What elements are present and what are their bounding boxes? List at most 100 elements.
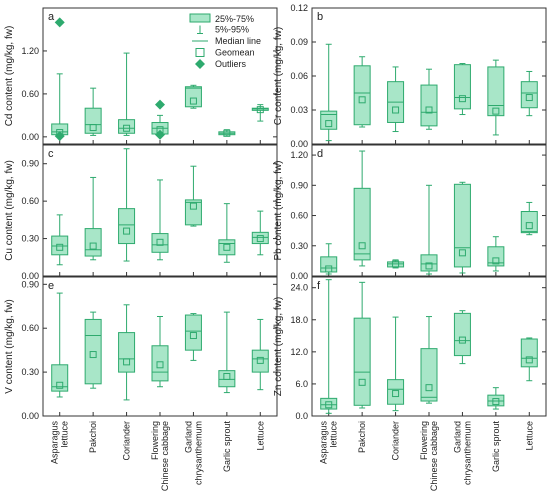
box-2 [353,150,371,267]
iqr-box [118,119,136,134]
geomean-marker [223,129,231,137]
iqr-box [453,64,471,110]
iqr-box [453,183,471,268]
y-tick-label: 1.20 [290,150,308,160]
geomean-marker [189,202,197,210]
panel-c: c 0.00 0.30 0.60 0.90 Cu content (mg/kg, fw) [4,144,278,281]
y-tick-label: 6.0 [295,379,308,389]
geomean-marker [492,398,500,406]
legend-swatch-box [189,13,211,23]
iqr-box [51,364,69,392]
geomean-marker [458,95,466,103]
iqr-box [520,211,538,234]
category-label: Pakchoi [88,421,98,453]
iqr-box [251,349,269,373]
box-2 [84,311,102,389]
y-axis-label: Zn content (mg/kg, fw) [273,297,284,396]
iqr-box [420,348,438,402]
outlier-marker [155,99,165,110]
box-5 [453,310,471,365]
iqr-box [184,86,202,108]
category-label-line: Garland [452,421,462,453]
geomean-marker [458,249,466,257]
geomean-marker [325,120,333,128]
category-label-line: Flowering [419,421,429,460]
outlier-marker [155,129,165,140]
y-tick-label: 0.90 [290,180,308,190]
box-4 [151,179,169,261]
y-tick-label: 0.12 [290,3,308,13]
box-5 [184,313,202,361]
box-1 [51,292,69,398]
iqr-box [520,338,538,368]
box-5 [453,181,471,274]
geomean-marker [325,265,333,273]
geomean-marker [492,257,500,265]
box-2 [84,87,102,136]
geomean-marker [325,401,333,409]
y-tick-label: 0.06 [290,71,308,81]
y-axis-label: Pb content (mg/kg, fw) [273,160,284,260]
iqr-box [420,84,438,127]
y-tick-label: 0.09 [290,37,308,47]
geomean-marker [525,222,533,230]
iqr-box [487,246,505,267]
box-6 [218,311,236,394]
geomean-marker [223,243,231,251]
geomean-marker [256,106,264,114]
iqr-box [453,312,471,357]
y-tick-label: 0.60 [290,211,308,221]
panel-letter: c [48,148,54,160]
category-label-line: Flowering [150,421,160,460]
category-label-line: Garland [183,421,193,453]
iqr-box [84,228,102,257]
y-tick-label: 0.90 [21,159,39,169]
y-tick-label: 1.20 [21,46,39,56]
y-tick-label: 0.00 [290,271,308,281]
category-label: Garlic sprout [491,421,501,473]
category-label: Garland chrysanthemum [452,421,472,485]
box-1 [320,279,338,414]
category-label-line: lettuce [329,421,339,448]
legend-label: Outliers [215,59,247,69]
iqr-box [353,65,371,126]
geomean-marker [56,381,64,389]
panel-d: d 0.00 0.30 0.60 0.90 1.20 Pb content (mg/kg, … [273,144,547,281]
category-label-line: Lettuce [524,421,534,451]
iqr-box [353,187,371,261]
category-label-line: Coriander [391,421,401,461]
geomean-marker [156,238,164,246]
box-7 [520,337,538,382]
box-6 [487,236,505,272]
category-label: Lettuce [255,421,265,451]
legend-swatch-geomean [195,48,205,57]
box-7 [251,318,269,391]
category-label: Garlic sprout [222,421,232,473]
box-6 [218,203,236,263]
iqr-box [353,317,371,406]
box-2 [353,281,371,409]
box-3 [118,52,136,136]
box-1 [51,17,69,142]
category-label-line: Asparagus [319,421,329,465]
panel-b: b 0.00 0.03 0.06 0.09 0.12 Cr content (mg/kg, … [273,3,547,149]
y-tick-label: 18.0 [290,315,308,325]
legend-label: Median line [215,36,261,46]
category-label-line: Coriander [122,421,132,461]
box-3 [387,316,405,412]
geomean-marker [89,242,97,250]
geomean-marker [392,260,400,268]
iqr-box [218,239,236,256]
panel-letter: e [48,280,54,292]
box-2 [353,56,371,128]
box-6 [487,59,505,136]
box-6 [487,387,505,410]
outlier-marker [54,131,65,142]
y-tick-label: 0.03 [290,105,308,115]
category-label-line: Pakchoi [357,421,367,453]
geomean-marker [123,358,131,366]
panel-letter: b [317,11,323,23]
geomean-marker [156,361,164,369]
